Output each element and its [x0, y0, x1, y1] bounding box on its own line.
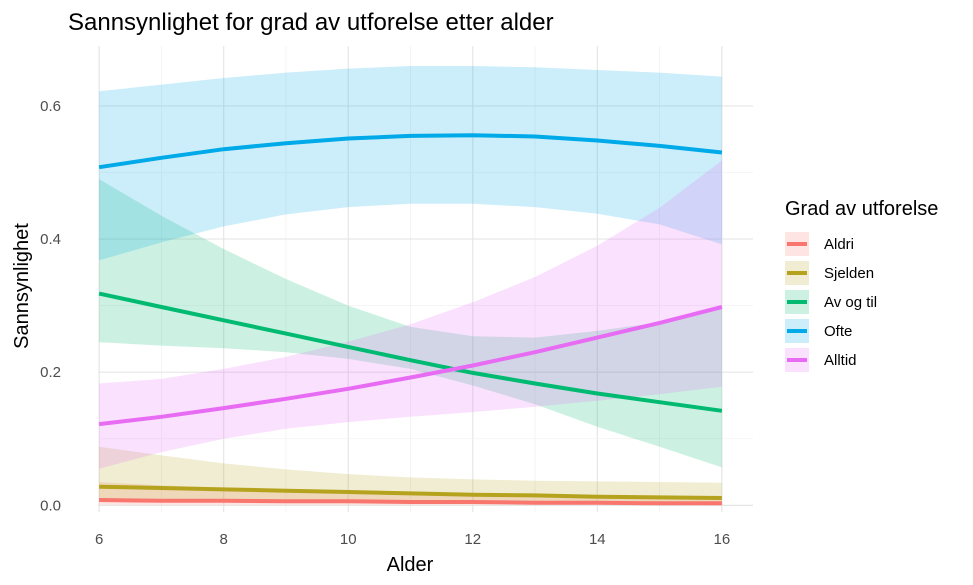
- x-tick-label-16: 16: [714, 531, 731, 548]
- x-tick-label-14: 14: [589, 531, 606, 548]
- line-aldri: [99, 498, 722, 506]
- y-axis-ticks: 0.0 0.2 0.4 0.6: [40, 98, 61, 514]
- chart-title: Sannsynlighet for grad av utforelse ette…: [68, 9, 554, 36]
- legend-item-av-og-til: Av og til: [785, 290, 877, 314]
- legend-label-aldri: Aldri: [824, 236, 854, 253]
- legend-item-sjelden: Sjelden: [785, 261, 874, 285]
- x-axis-title: Alder: [387, 554, 434, 576]
- line-av-og-til: [98, 291, 723, 413]
- y-tick-label-0: 0.0: [40, 497, 61, 514]
- legend-item-ofte: Ofte: [785, 319, 852, 343]
- ribbon-alltid: [99, 160, 722, 469]
- y-tick-label-1: 0.2: [40, 364, 61, 381]
- y-axis-title: Sannsynlighet: [11, 223, 33, 349]
- line-sjelden: [99, 484, 722, 500]
- x-axis-ticks: 6 8 10 12 14 16: [95, 531, 730, 548]
- legend-label-sjelden: Sjelden: [824, 265, 874, 282]
- y-tick-label-3: 0.6: [40, 98, 61, 115]
- legend-label-ofte: Ofte: [824, 323, 852, 340]
- series-lines: [98, 133, 723, 506]
- legend-label-alltid: Alltid: [824, 352, 857, 369]
- legend-item-alltid: Alltid: [785, 348, 857, 372]
- x-tick-label-8: 8: [220, 531, 228, 548]
- legend-items: Aldri Sjelden Av og til Ofte Alltid: [785, 232, 877, 372]
- x-tick-label-12: 12: [464, 531, 481, 548]
- x-tick-label-6: 6: [95, 531, 103, 548]
- legend-title: Grad av utforelse: [785, 198, 938, 220]
- legend-item-aldri: Aldri: [785, 232, 854, 256]
- line-ofte: [98, 133, 723, 170]
- legend-label-av-og-til: Av og til: [824, 294, 877, 311]
- line-alltid: [98, 305, 723, 427]
- x-tick-label-10: 10: [340, 531, 357, 548]
- y-tick-label-2: 0.4: [40, 231, 61, 248]
- ribbon-ofte: [99, 66, 722, 261]
- legend: Grad av utforelse Aldri Sjelden Av og til O…: [785, 198, 938, 372]
- ribbon-av-og-til: [99, 179, 722, 468]
- grid: [98, 46, 753, 512]
